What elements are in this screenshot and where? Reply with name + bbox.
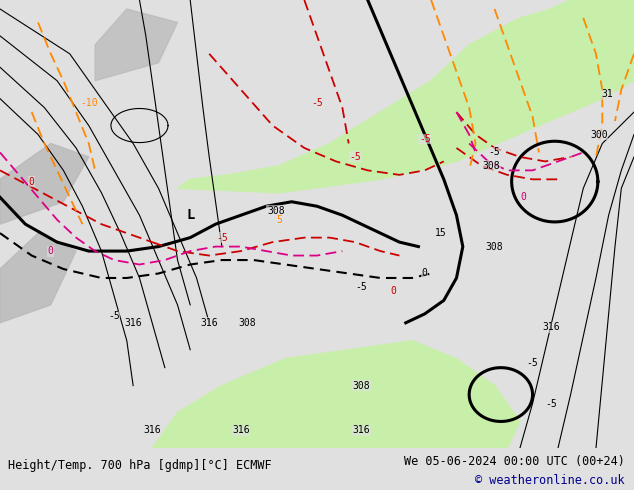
Text: -5: -5 [527, 358, 538, 368]
Text: © weatheronline.co.uk: © weatheronline.co.uk [475, 474, 624, 488]
Text: 316: 316 [353, 425, 370, 436]
Text: 308: 308 [353, 381, 370, 391]
Text: 316: 316 [232, 425, 250, 436]
Text: 15: 15 [435, 228, 446, 238]
Text: -5: -5 [546, 398, 557, 409]
Text: Height/Temp. 700 hPa [gdmp][°C] ECMWF: Height/Temp. 700 hPa [gdmp][°C] ECMWF [8, 459, 271, 471]
Text: 316: 316 [543, 322, 560, 332]
Text: 308: 308 [238, 318, 256, 328]
Text: -5: -5 [489, 147, 500, 157]
Polygon shape [412, 0, 634, 125]
Text: 0: 0 [422, 269, 428, 278]
Polygon shape [152, 341, 520, 448]
Polygon shape [0, 233, 76, 323]
Text: 316: 316 [200, 318, 218, 328]
Text: 0: 0 [29, 176, 35, 187]
Text: 316: 316 [143, 425, 161, 436]
Text: L: L [186, 208, 195, 222]
Text: 308: 308 [486, 242, 503, 251]
Polygon shape [95, 9, 178, 81]
Text: -5: -5 [216, 233, 228, 243]
Polygon shape [583, 0, 634, 54]
Polygon shape [0, 144, 89, 224]
Text: -5: -5 [311, 98, 323, 108]
Text: -5: -5 [108, 311, 120, 321]
Text: 5: 5 [276, 215, 282, 225]
Text: 31: 31 [602, 89, 613, 99]
Polygon shape [178, 0, 634, 193]
Text: -5: -5 [419, 134, 430, 144]
Text: 308: 308 [267, 206, 285, 216]
Text: -5: -5 [349, 152, 361, 162]
Text: 316: 316 [124, 318, 142, 328]
Text: 0: 0 [390, 287, 396, 296]
Text: -10: -10 [80, 98, 98, 108]
Text: We 05-06-2024 00:00 UTC (00+24): We 05-06-2024 00:00 UTC (00+24) [404, 455, 624, 468]
Text: -5: -5 [356, 282, 367, 292]
Text: 0: 0 [520, 192, 526, 202]
Text: 300: 300 [590, 129, 608, 140]
Text: 308: 308 [482, 161, 500, 171]
Text: 0: 0 [48, 246, 54, 256]
